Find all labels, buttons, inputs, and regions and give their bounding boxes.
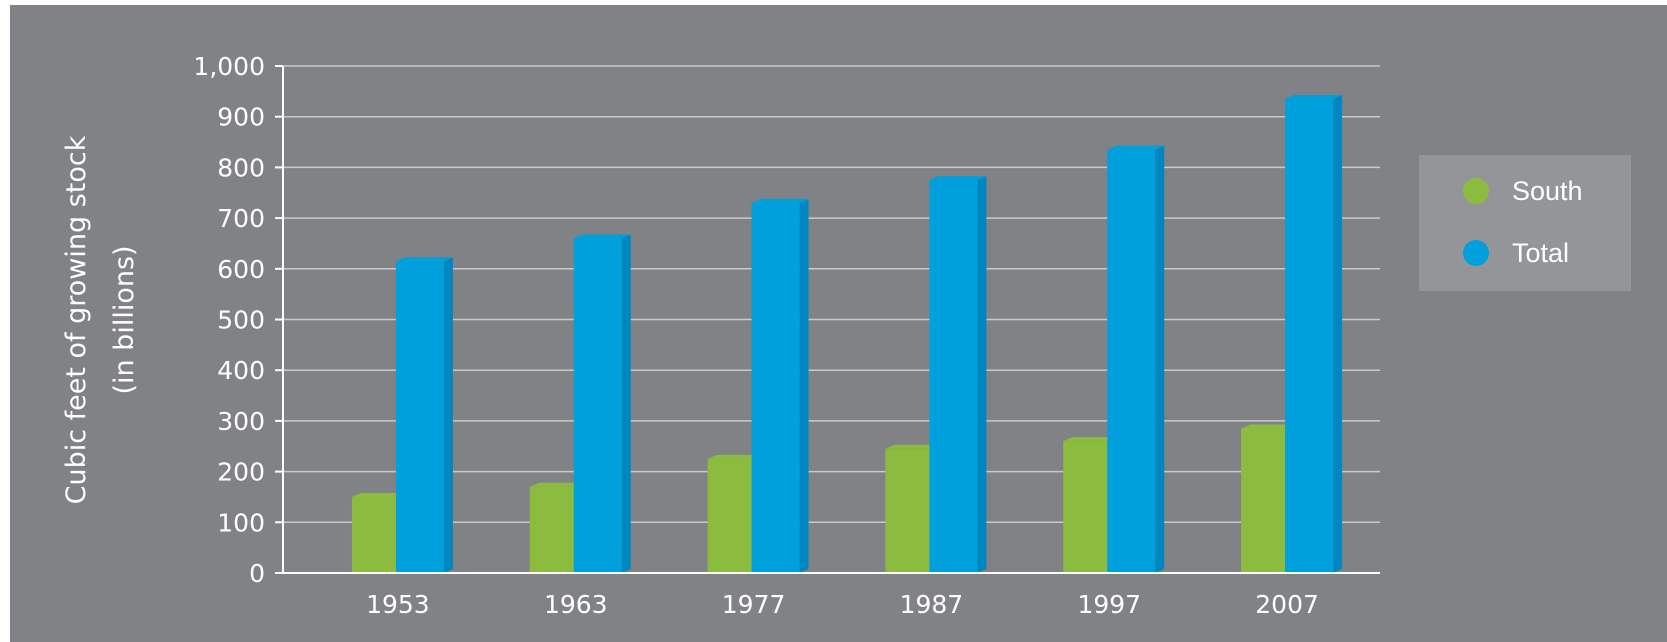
legend-swatch-south <box>1463 178 1489 204</box>
legend-label-south: South <box>1512 176 1583 206</box>
legend-box <box>1419 155 1631 291</box>
bar-top <box>351 492 405 497</box>
bars <box>351 94 1343 573</box>
bar-side <box>977 176 987 573</box>
y-tick-label: 700 <box>217 204 265 233</box>
bar-front <box>751 202 800 573</box>
y-tick-label: 900 <box>217 103 265 132</box>
y-axis-ticks: 0 100 200 300 400 500 600 700 800 900 1,000 <box>193 52 283 588</box>
bar-front <box>573 238 622 573</box>
x-tick-label: 1963 <box>544 590 608 619</box>
y-tick-label: 100 <box>217 508 265 537</box>
bar-side <box>621 234 631 573</box>
bar-total-1987 <box>929 176 987 573</box>
bar-total-1997 <box>1107 145 1165 573</box>
bar-top <box>529 482 583 487</box>
legend-label-total: Total <box>1512 238 1569 268</box>
y-axis-title-line-2: (in billions) <box>109 245 140 394</box>
bar-top <box>1241 424 1295 429</box>
x-tick-label: 1997 <box>1077 590 1141 619</box>
legend-swatch-total <box>1463 240 1489 266</box>
bar-front <box>707 458 752 573</box>
bar-front <box>885 448 930 573</box>
bar-side <box>1155 145 1165 573</box>
bar-front <box>1063 441 1108 573</box>
y-axis-title: Cubic feet of growing stock (in billions… <box>61 135 140 504</box>
y-tick-label: 300 <box>217 407 265 436</box>
x-tick-label: 1953 <box>366 590 430 619</box>
bar-front <box>1285 98 1334 573</box>
y-tick-label: 600 <box>217 255 265 284</box>
bar-top <box>573 234 631 239</box>
bar-front <box>529 486 574 573</box>
bar-total-1977 <box>751 198 809 573</box>
bar-front <box>929 180 978 573</box>
bar-top <box>751 198 809 203</box>
y-tick-label: 200 <box>217 458 265 487</box>
gridlines <box>283 65 1380 524</box>
y-tick-label: 1,000 <box>193 52 265 81</box>
chart-background <box>10 5 1667 642</box>
bar-side <box>443 257 453 573</box>
x-tick-label: 2007 <box>1255 590 1319 619</box>
bar-front <box>1241 428 1286 573</box>
bar-top <box>885 444 939 449</box>
bar-front <box>1107 149 1156 573</box>
bar-front <box>351 496 396 573</box>
x-tick-label: 1987 <box>900 590 964 619</box>
bar-top <box>1063 437 1117 442</box>
bar-front <box>395 261 444 573</box>
bar-total-1953 <box>395 257 453 573</box>
bar-side <box>1333 94 1343 573</box>
bar-total-2007 <box>1285 94 1343 573</box>
bar-top <box>1107 145 1165 150</box>
bar-top <box>1285 94 1343 99</box>
y-tick-label: 500 <box>217 306 265 335</box>
y-tick-label: 400 <box>217 356 265 385</box>
bar-top <box>395 257 453 262</box>
bar-top <box>707 454 761 459</box>
bar-total-1963 <box>573 234 631 573</box>
legend: South Total <box>1419 155 1631 291</box>
bar-top <box>929 176 987 181</box>
x-axis-ticks: 1953 1963 1977 1987 1997 2007 <box>366 590 1319 619</box>
bar-side <box>799 198 809 573</box>
y-tick-label: 0 <box>249 559 265 588</box>
y-axis-title-line-1: Cubic feet of growing stock <box>61 135 92 504</box>
y-tick-label: 800 <box>217 153 265 182</box>
x-tick-label: 1977 <box>722 590 786 619</box>
